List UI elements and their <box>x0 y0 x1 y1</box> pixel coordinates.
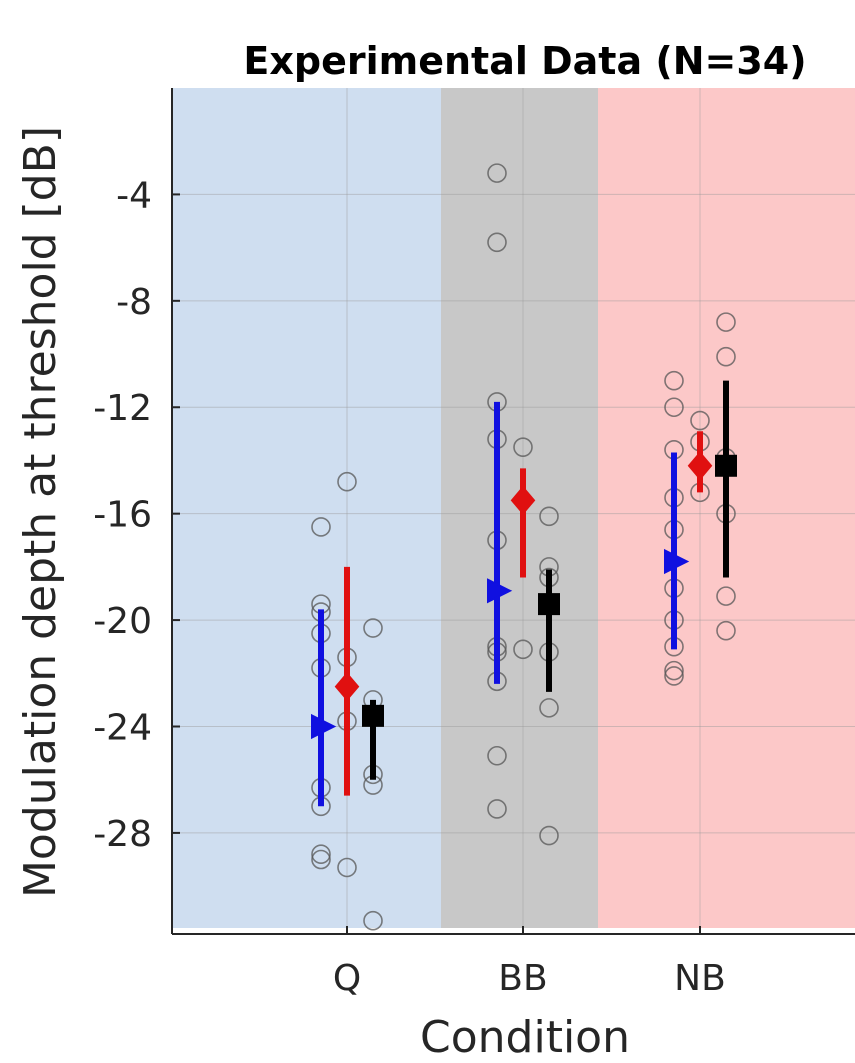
data-point <box>664 666 684 686</box>
y-axis-title: Modulation depth at threshold [dB] <box>15 126 66 898</box>
mean-marker-triangle <box>487 578 513 604</box>
summary-markers <box>311 380 737 807</box>
data-point <box>513 437 533 457</box>
y-tick-label: -20 <box>93 601 152 642</box>
data-point <box>487 232 507 253</box>
background-region-q <box>172 88 441 928</box>
data-point <box>363 910 383 931</box>
data-point <box>716 620 736 641</box>
data-point <box>311 844 331 864</box>
x-axis-title: Condition <box>420 1012 630 1063</box>
data-point <box>311 849 331 870</box>
data-point <box>539 825 559 846</box>
data-point <box>539 698 559 718</box>
x-tick-labels: Q BB NB <box>333 926 726 999</box>
data-point <box>664 660 684 681</box>
y-tick-label: -28 <box>93 814 152 855</box>
x-tick-label: BB <box>498 958 547 999</box>
data-point <box>311 517 331 537</box>
mean-marker-triangle <box>664 548 690 575</box>
y-tick-label: -8 <box>116 282 152 323</box>
mean-marker-diamond <box>687 451 713 481</box>
y-tick-label: -24 <box>93 707 152 748</box>
data-point <box>337 471 357 492</box>
chart-title: Experimental Data (N=34) <box>243 39 806 83</box>
x-tick-label: Q <box>333 958 361 999</box>
background-regions <box>172 88 855 928</box>
mean-marker-triangle <box>311 713 337 740</box>
y-tick-label: -12 <box>93 388 152 429</box>
y-tick-label: -16 <box>93 495 152 536</box>
mean-marker-square <box>362 704 384 727</box>
data-point <box>337 857 357 878</box>
mean-marker-diamond <box>510 485 536 515</box>
data-point <box>513 639 533 660</box>
data-point <box>664 370 684 391</box>
axes <box>171 88 855 935</box>
data-point <box>690 410 710 431</box>
data-point <box>716 346 736 367</box>
data-point <box>716 312 736 332</box>
mean-marker-square <box>715 454 737 477</box>
data-point <box>487 745 507 766</box>
y-tick-labels: -4 -8 -12 -16 -20 -24 -28 <box>93 175 180 855</box>
mean-marker-diamond <box>334 672 360 702</box>
y-tick-label: -4 <box>116 175 152 216</box>
data-point <box>664 397 684 418</box>
data-point <box>487 799 507 819</box>
data-point <box>487 163 507 183</box>
x-tick-label: NB <box>674 958 726 999</box>
data-point <box>363 618 383 638</box>
data-point <box>716 586 736 606</box>
mean-marker-square <box>538 593 560 616</box>
data-point <box>539 506 559 527</box>
